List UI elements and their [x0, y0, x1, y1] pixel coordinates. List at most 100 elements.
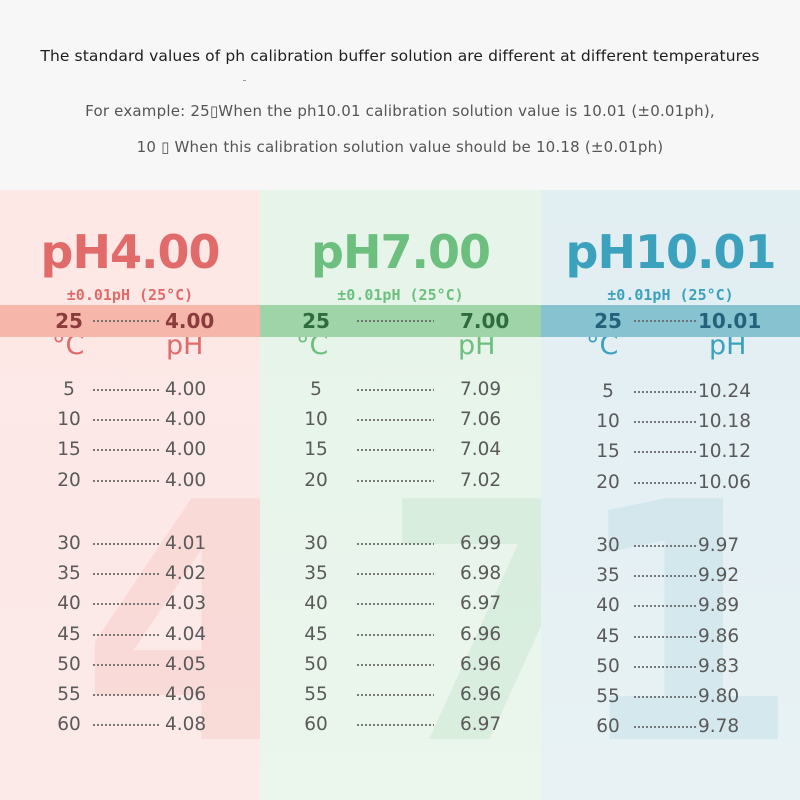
table-row: 5 10.24 [541, 377, 800, 407]
table-row-highlighted: 25 4.00 [0, 306, 260, 336]
ph-value: 4.03 [165, 593, 207, 615]
temperature-value: 40 [304, 593, 328, 615]
dotted-leader [356, 724, 434, 727]
temperature-value: 35 [596, 565, 620, 587]
dotted-leader [356, 419, 434, 422]
temperature-value: 20 [57, 469, 81, 491]
ph-value: 4.00 [165, 409, 207, 431]
ph-value: 10.06 [698, 471, 751, 493]
ph-value: 4.05 [165, 653, 207, 675]
temperature-value: 45 [57, 623, 81, 645]
table-row: 45 9.86 [541, 622, 800, 652]
table-row: 30 9.97 [541, 531, 800, 561]
ph-value: 9.92 [698, 565, 740, 587]
header-example-line-1: For example: 25▯When the ph10.01 calibra… [85, 102, 715, 120]
table-row: 20 4.00 [0, 466, 260, 496]
table-row: 50 4.05 [0, 650, 260, 680]
temperature-value: 10 [596, 411, 620, 433]
dotted-leader [356, 663, 434, 666]
table-row: 60 6.97 [260, 710, 541, 740]
dotted-leader [92, 663, 160, 666]
buffer-column-ph4: 4 pH4.00 ±0.01pH (25°C) °C pH 5 4.00 10 4.0… [0, 190, 260, 800]
buffer-column-ph7: 7 pH7.00 ±0.01pH (25°C) °C pH 5 7.09 10 7.0… [260, 190, 541, 800]
temperature-value: 45 [304, 623, 328, 645]
temperature-value: 20 [304, 469, 328, 491]
table-row-highlighted: 25 10.01 [541, 306, 800, 336]
ph-value: 4.00 [165, 379, 207, 400]
dotted-leader [356, 633, 434, 636]
dotted-leader [92, 633, 160, 636]
table-row-highlighted: 25 7.00 [260, 306, 541, 336]
dotted-leader [633, 696, 697, 698]
dotted-leader [92, 603, 160, 606]
ph-value: 4.00 [165, 439, 207, 461]
temperature-value: 30 [57, 533, 81, 554]
ph-value: 4.06 [165, 684, 207, 705]
dotted-leader [92, 724, 160, 727]
table-row: 60 9.78 [541, 712, 800, 742]
table-row: 20 10.06 [541, 468, 800, 498]
ph-value: 6.96 [460, 684, 502, 705]
ph-value: 7.04 [460, 439, 502, 461]
header-divider-dot [243, 80, 246, 81]
dotted-leader [356, 694, 434, 696]
temperature-value: 5 [63, 379, 75, 400]
table-row: 50 6.96 [260, 650, 541, 680]
dotted-leader [356, 573, 434, 576]
column-subtitle: ±0.01pH (25°C) [66, 286, 194, 304]
table-row: 40 6.97 [260, 589, 541, 619]
temperature-value: 5 [310, 379, 322, 400]
dotted-leader [92, 389, 160, 391]
dotted-leader [633, 320, 697, 322]
dotted-leader [356, 389, 434, 391]
ph-value: 6.97 [460, 714, 502, 736]
temperature-value: 35 [57, 563, 81, 585]
temperature-value: 20 [596, 471, 620, 493]
ph-value: 4.00 [165, 469, 207, 491]
column-title: pH10.01 [565, 225, 777, 279]
column-watermark: 7 [380, 433, 541, 800]
table-row: 15 10.12 [541, 437, 800, 467]
dotted-leader [633, 605, 697, 608]
table-row: 30 4.01 [0, 529, 260, 559]
ph-value: 7.06 [460, 409, 502, 431]
temperature-value: 40 [57, 593, 81, 615]
temperature-value: 10 [57, 409, 81, 431]
temperature-value: 15 [57, 439, 81, 461]
table-row: 20 7.02 [260, 466, 541, 496]
table-row: 5 7.09 [260, 375, 541, 405]
dotted-leader [633, 635, 697, 638]
ph-value: 10.18 [698, 411, 751, 433]
temperature-value: 10 [304, 409, 328, 431]
dotted-leader [356, 320, 434, 322]
ph-value: 4.04 [165, 623, 207, 645]
dotted-leader [356, 479, 434, 482]
table-row: 45 6.96 [260, 620, 541, 650]
ph-value: 7.00 [460, 309, 510, 333]
dotted-leader [92, 320, 160, 322]
ph-value: 9.86 [698, 625, 740, 647]
dotted-leader [92, 694, 160, 696]
temperature-value: 15 [304, 439, 328, 461]
temperature-value: 60 [596, 716, 620, 738]
temperature-value: 50 [304, 653, 328, 675]
table-row: 15 7.04 [260, 435, 541, 465]
table-row: 45 4.04 [0, 620, 260, 650]
temperature-value: 55 [57, 684, 81, 705]
temperature-value: 5 [602, 381, 614, 402]
ph-value: 7.02 [460, 469, 502, 491]
ph-value: 4.00 [165, 309, 215, 333]
table-row: 55 6.96 [260, 680, 541, 710]
ph-value: 4.08 [165, 714, 207, 736]
column-watermark: 4 [80, 433, 260, 800]
ph-value: 10.12 [698, 441, 751, 463]
header: The standard values of ph calibration bu… [0, 0, 800, 190]
temperature-value: 60 [304, 714, 328, 736]
buffer-column-ph10: 10 pH10.01 ±0.01pH (25°C) °C pH 510.2410… [541, 190, 800, 800]
dotted-leader [633, 575, 697, 578]
ph-value: 6.96 [460, 653, 502, 675]
header-title: The standard values of ph calibration bu… [40, 47, 760, 65]
dotted-leader [356, 449, 434, 452]
table-row: 5 4.00 [0, 375, 260, 405]
dotted-leader [92, 543, 160, 545]
